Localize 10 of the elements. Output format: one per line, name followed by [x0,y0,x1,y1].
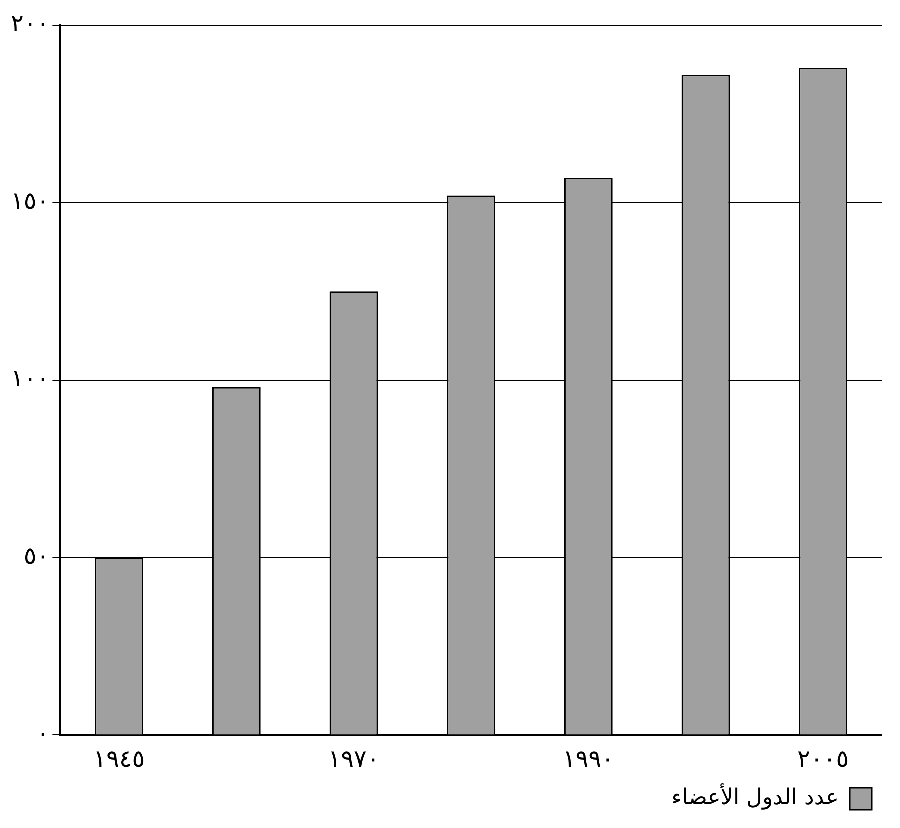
x-tick-label: ١٩٩٠ [562,744,614,773]
legend-label: عدد الدول الأعضاء [672,784,839,811]
y-tick-label: ١٠٠ [11,364,50,393]
y-tick-label: ٥٠ [24,542,50,570]
x-tick-label: ١٩٧٠ [328,744,380,773]
x-tick-label: ٢٠٠٥ [798,744,850,773]
y-tick-label: ٢٠٠ [11,10,50,38]
y-tick-label: ٠ [36,719,50,748]
x-tick-label: ١٩٤٥ [94,744,146,773]
y-tick-label: ١٥٠ [11,187,50,216]
